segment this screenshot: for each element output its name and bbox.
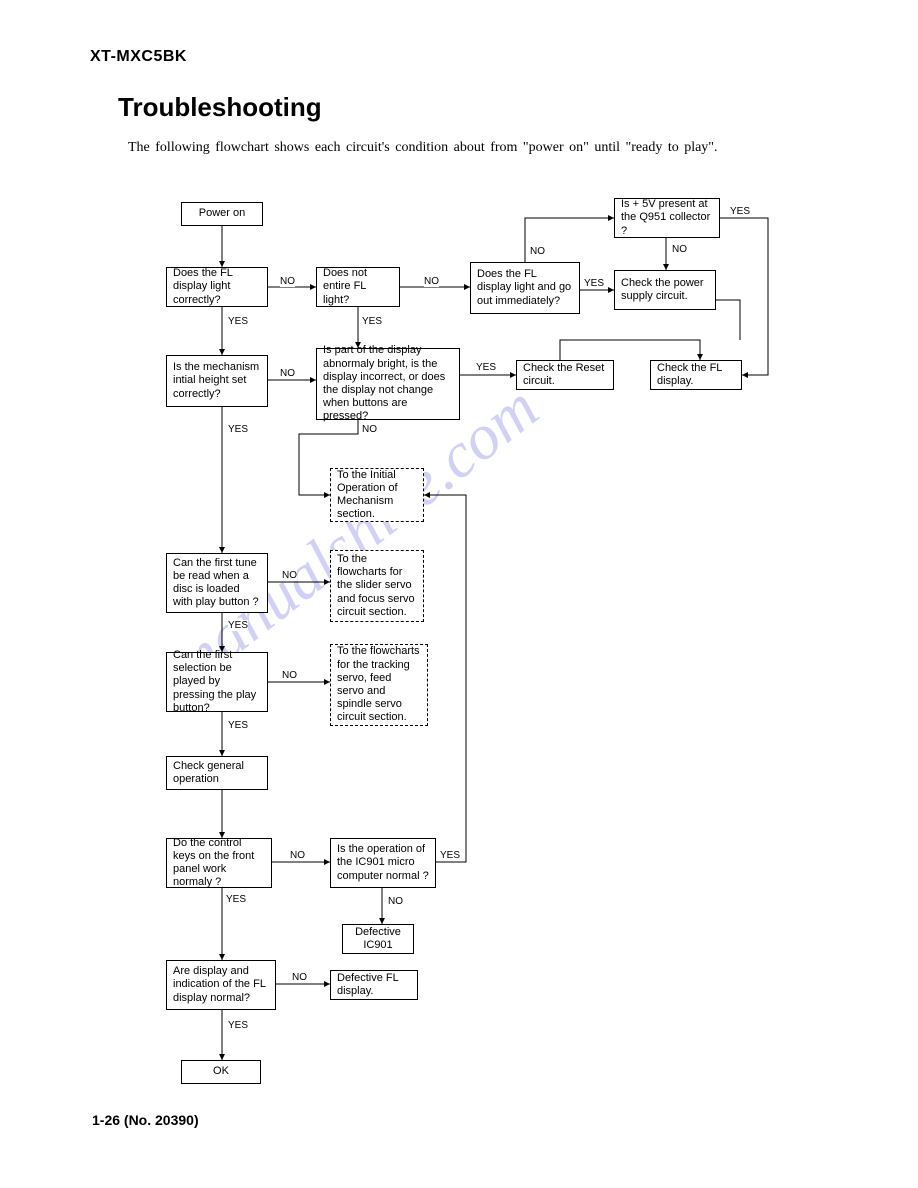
edge-25 <box>716 300 740 340</box>
edge-label-22: NO <box>672 244 687 255</box>
edge-label-3: YES <box>228 620 248 631</box>
edge-label-7: YES <box>228 1020 248 1031</box>
edge-label-8: NO <box>280 276 295 287</box>
edge-label-18: YES <box>440 850 460 861</box>
edge-23 <box>720 218 768 375</box>
node-abnormal: Is part of the display abnormaly bright,… <box>316 348 460 420</box>
edge-label-9: YES <box>362 316 382 327</box>
node-to_slider: To the flowcharts for the slider servo a… <box>330 550 424 622</box>
edge-label-17: NO <box>388 896 403 907</box>
node-power_on: Power on <box>181 202 263 226</box>
node-fl_light: Does the FL display light correctly? <box>166 267 268 307</box>
node-ic901_op: Is the operation of the IC901 micro comp… <box>330 838 436 888</box>
node-q951: Is + 5V present at the Q951 collector ? <box>614 198 720 238</box>
edge-18 <box>424 495 466 862</box>
edge-label-6: YES <box>226 894 246 905</box>
edge-label-4: YES <box>228 720 248 731</box>
edge-label-20: NO <box>530 246 545 257</box>
edge-label-11: NO <box>362 424 377 435</box>
node-fl_goout: Does the FL display light and go out imm… <box>470 262 580 314</box>
edge-label-15: NO <box>290 850 305 861</box>
node-ok: OK <box>181 1060 261 1084</box>
node-chk_reset: Check the Reset circuit. <box>516 360 614 390</box>
edge-label-21: YES <box>584 278 604 289</box>
edge-label-19: NO <box>424 276 439 287</box>
edge-label-12: YES <box>476 362 496 373</box>
edge-label-14: NO <box>282 670 297 681</box>
edge-label-13: NO <box>282 570 297 581</box>
node-mech_hgt: Is the mechanism intial height set corre… <box>166 355 268 407</box>
node-check_gen: Check general operation <box>166 756 268 790</box>
node-to_initial: To the Initial Operation of Mechanism se… <box>330 468 424 522</box>
node-ctrl_keys: Do the control keys on the front panel w… <box>166 838 272 888</box>
node-def_fl: Defective FL display. <box>330 970 418 1000</box>
edge-label-10: NO <box>280 368 295 379</box>
edge-label-2: YES <box>228 424 248 435</box>
node-def_ic901: Defective IC901 <box>342 924 414 954</box>
node-to_track: To the flowcharts for the tracking servo… <box>330 644 428 726</box>
node-not_entire: Does not entire FL light? <box>316 267 400 307</box>
node-first_tune: Can the first tune be read when a disc i… <box>166 553 268 613</box>
node-chk_psu: Check the power supply circuit. <box>614 270 716 310</box>
flowchart-connectors <box>0 0 918 1188</box>
edge-label-1: YES <box>228 316 248 327</box>
edge-label-16: NO <box>292 972 307 983</box>
edge-label-23: YES <box>730 206 750 217</box>
node-chk_fl: Check the FL display. <box>650 360 742 390</box>
flowchart: Power on Does the FL display light correc… <box>0 0 918 1188</box>
node-first_sel: Can the first selection be played by pre… <box>166 652 268 712</box>
node-disp_ind: Are display and indication of the FL dis… <box>166 960 276 1010</box>
